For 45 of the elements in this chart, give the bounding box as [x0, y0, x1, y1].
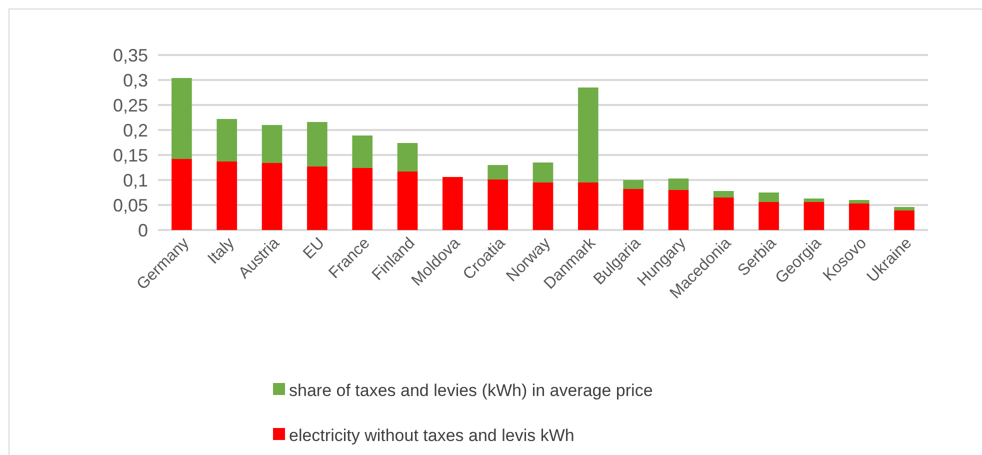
bar	[848, 200, 870, 204]
y-tick-label: 0,2	[122, 120, 148, 140]
bar	[894, 210, 914, 230]
bar	[532, 182, 554, 230]
bar	[262, 163, 282, 230]
y-tick-label: 0,05	[112, 195, 148, 216]
bar	[172, 78, 192, 159]
y-tick-label: 0,35	[112, 45, 148, 66]
bar	[397, 172, 418, 230]
bar	[578, 88, 598, 182]
bar	[488, 165, 508, 180]
bar	[216, 119, 238, 162]
bar	[668, 190, 689, 230]
bar	[442, 177, 463, 230]
bar	[894, 207, 914, 210]
bar	[352, 168, 373, 230]
bar	[307, 166, 328, 230]
legend-label: share of taxes and levies (kWh) in average price	[289, 380, 653, 400]
bar	[848, 204, 870, 230]
bar	[758, 192, 779, 202]
bar	[216, 162, 238, 230]
y-tick-label: 0,1	[122, 170, 148, 190]
bar	[578, 182, 598, 230]
bar	[804, 202, 824, 230]
bar	[668, 178, 689, 190]
y-tick-label: 0,25	[112, 95, 148, 116]
bar	[713, 198, 734, 230]
bar	[623, 180, 644, 189]
x-tick-label: Italy	[204, 234, 238, 268]
legend-label: electricity without taxes and levis kWh	[289, 426, 574, 445]
x-tick-label: EU	[300, 234, 328, 263]
bar	[488, 180, 508, 230]
bar	[397, 143, 418, 172]
bar	[352, 136, 373, 168]
y-tick-label: 0,15	[112, 145, 148, 166]
bar	[307, 122, 328, 166]
bar	[172, 159, 192, 230]
bar	[804, 198, 824, 202]
bar	[713, 191, 734, 198]
y-tick-label: 0,3	[122, 70, 148, 90]
bar	[532, 162, 554, 182]
bar	[623, 189, 644, 230]
y-tick-label: 0	[138, 220, 148, 240]
bar	[262, 125, 282, 163]
bar	[758, 202, 779, 230]
